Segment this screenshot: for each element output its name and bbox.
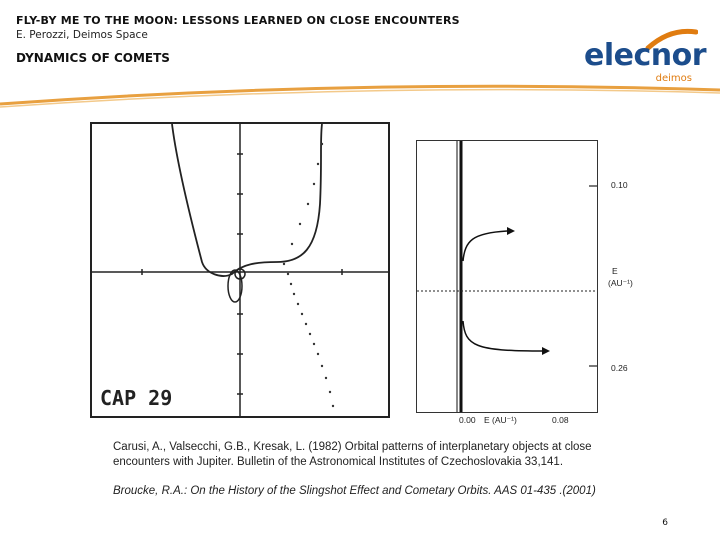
figure-energy-plot <box>416 140 598 413</box>
header-title: FLY-BY ME TO THE MOON: LESSONS LEARNED O… <box>16 14 460 27</box>
figure-left-label: CAP 29 <box>100 386 173 410</box>
energy-upper-curve <box>462 230 508 262</box>
energy-x-label: E (AU⁻¹) <box>484 415 517 425</box>
reference-broucke: Broucke, R.A.: On the History of the Sli… <box>113 485 596 497</box>
energy-tick-top: 0.10 <box>611 180 628 190</box>
energy-x-tick-left: 0.00 <box>459 415 476 425</box>
header-swoosh-divider <box>0 84 720 108</box>
logo-swoosh-icon <box>645 28 698 51</box>
reference-carusi: Carusi, A., Valsecchi, G.B., Kresak, L. … <box>113 441 592 468</box>
energy-y-label: E <box>612 266 618 276</box>
dotted-trajectory <box>282 142 335 408</box>
upper-arrow-icon <box>507 227 515 235</box>
energy-lower-curve <box>462 320 543 352</box>
energy-tick-bottom: 0.26 <box>611 363 628 373</box>
section-title: DYNAMICS OF COMETS <box>16 51 170 65</box>
encounter-loop <box>227 269 243 303</box>
page-number: 6 <box>662 518 668 528</box>
logo-main-text: elecnor <box>584 38 707 73</box>
company-logo: elecnor deimos <box>578 26 707 86</box>
header-subtitle: E. Perozzi, Deimos Space <box>16 29 148 41</box>
encounter-circle <box>234 268 246 280</box>
energy-y-unit: (AU⁻¹) <box>608 278 633 288</box>
logo-sub-text: deimos <box>655 73 692 84</box>
energy-x-tick-right: 0.08 <box>552 415 569 425</box>
figure-orbit-plot: CAP 29 <box>90 122 390 418</box>
lower-arrow-icon <box>542 347 550 355</box>
plot-axis-ticks <box>141 153 343 395</box>
trajectory-curve <box>171 124 323 277</box>
